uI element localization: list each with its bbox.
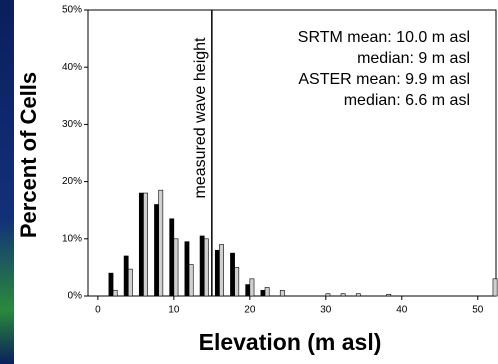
bar <box>189 265 193 296</box>
y-tick-label: 30% <box>62 119 82 130</box>
y-tick-label: 20% <box>62 176 82 187</box>
bar <box>170 219 174 296</box>
bar <box>387 294 391 296</box>
x-tick-label: 20 <box>244 305 256 316</box>
bar <box>113 290 117 296</box>
annotation: median: 6.6 m asl <box>344 92 470 109</box>
y-tick-label: 10% <box>62 233 82 244</box>
x-axis-label: Elevation (m asl) <box>199 329 382 355</box>
bar <box>235 267 239 296</box>
x-tick-label: 50 <box>472 305 484 316</box>
bar <box>493 279 497 296</box>
y-tick-label: 50% <box>62 5 82 16</box>
y-axis-label: Percent of Cells <box>16 72 41 238</box>
bar <box>219 245 223 296</box>
bar <box>204 239 208 296</box>
marker-label: measured wave height <box>192 37 209 199</box>
annotation: SRTM mean: 10.0 m asl <box>298 29 470 46</box>
bar <box>261 290 265 296</box>
bar <box>159 190 163 296</box>
bar <box>250 279 254 296</box>
bar <box>215 250 219 296</box>
bar <box>143 193 147 296</box>
bar <box>200 236 204 296</box>
background-strip <box>0 0 14 364</box>
x-tick-label: 0 <box>95 305 101 316</box>
bar <box>326 294 330 296</box>
bar <box>139 193 143 296</box>
x-tick-label: 30 <box>320 305 332 316</box>
bar <box>246 285 250 296</box>
chart: Percent of Cells Elevation (m asl) 0% 10%… <box>0 0 498 364</box>
bar <box>154 204 158 296</box>
y-tick-label: 0% <box>68 291 83 302</box>
x-tick-label: 40 <box>396 305 408 316</box>
x-tick-label: 10 <box>168 305 180 316</box>
y-tick-label: 40% <box>62 62 82 73</box>
bar <box>185 242 189 296</box>
annotation: ASTER mean: 9.9 m asl <box>298 71 470 88</box>
bar <box>280 290 284 296</box>
bar <box>128 269 132 296</box>
bar <box>109 273 113 296</box>
page: {"chart_data": {"type": "bar", "y_label"… <box>0 0 498 364</box>
bar <box>341 294 345 296</box>
bar <box>265 287 269 296</box>
bar <box>124 256 128 296</box>
bar <box>356 294 360 296</box>
bar <box>230 253 234 296</box>
bar <box>174 239 178 296</box>
annotation: median: 9 m asl <box>357 50 470 67</box>
